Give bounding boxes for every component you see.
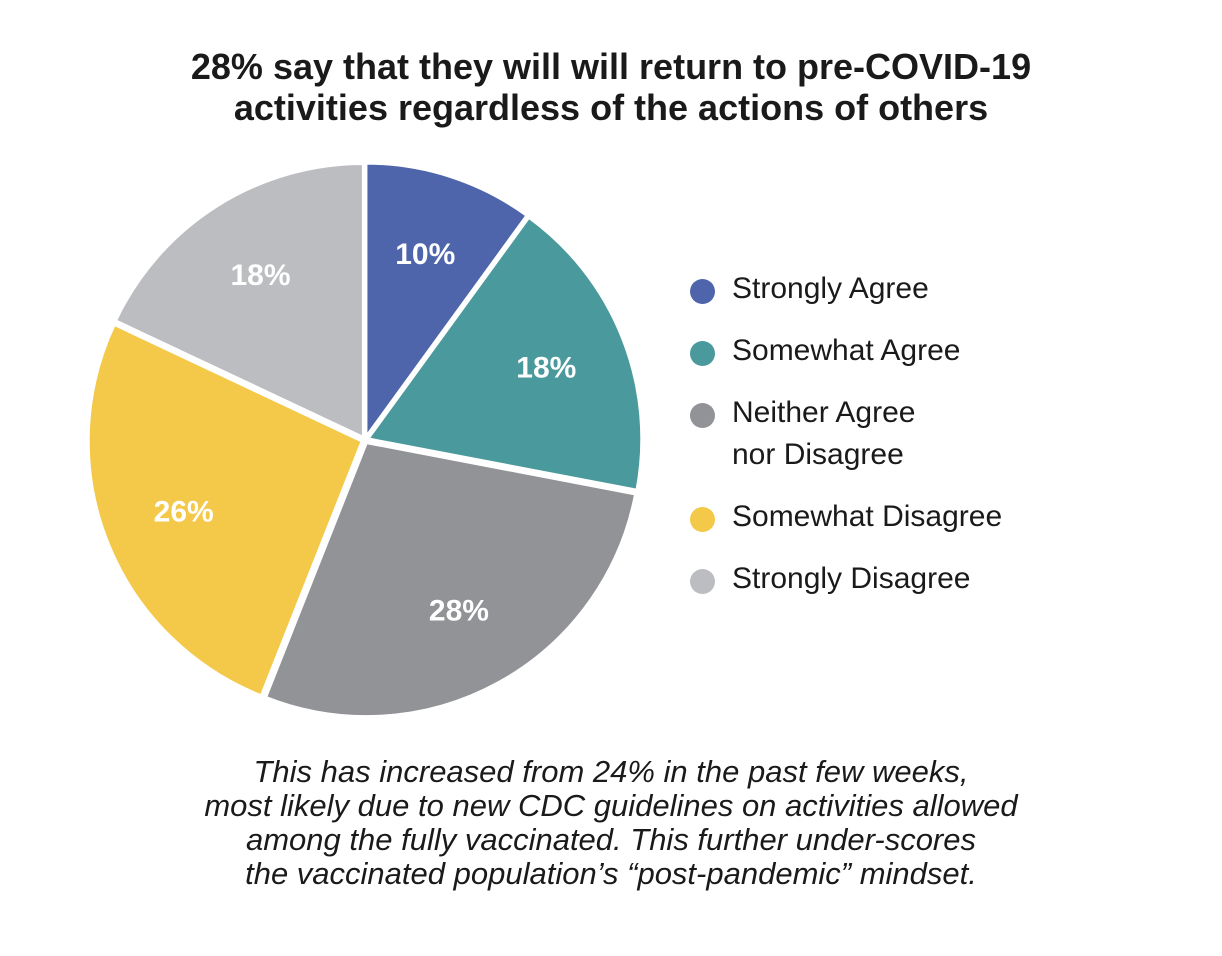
chart-title: 28% say that they will will return to pr…	[0, 46, 1222, 128]
legend-item-neither: Neither Agree nor Disagree	[690, 392, 1002, 476]
legend-swatch	[690, 507, 715, 532]
pie-slice-neither-agree-nor-disagree	[263, 440, 638, 719]
slice-label-neither-agree-nor-disagree: 28%	[429, 594, 489, 627]
chart-caption: This has increased from 24% in the past …	[0, 755, 1222, 891]
legend: Strongly Agree Somewhat Agree Neither Ag…	[690, 268, 1002, 620]
chart-title-line: 28% say that they will will return to pr…	[190, 46, 1032, 87]
pie-slice-strongly-agree	[364, 161, 530, 442]
legend-swatch	[690, 279, 715, 304]
slice-label-somewhat-disagree: 26%	[154, 495, 214, 528]
legend-label: Neither Agree	[732, 396, 916, 429]
pie-slice-somewhat-agree	[365, 215, 644, 492]
legend-item-strongly-agree: Strongly Agree	[690, 268, 1002, 310]
caption-line: among the fully vaccinated. This further…	[245, 822, 976, 857]
caption-line: This has increased from 24% in the past …	[253, 754, 969, 789]
legend-label: Strongly Agree	[732, 272, 929, 305]
legend-swatch	[690, 569, 715, 594]
pie-slice-strongly-disagree	[113, 161, 365, 440]
slice-label-somewhat-agree: 18%	[516, 352, 576, 385]
slice-label-strongly-disagree: 18%	[230, 259, 290, 292]
legend-label: Strongly Disagree	[732, 562, 971, 595]
legend-label: Somewhat Agree	[732, 334, 961, 367]
legend-swatch	[690, 403, 715, 428]
legend-item-strongly-disagree: Strongly Disagree	[690, 558, 1002, 600]
caption-line: most likely due to new CDC guidelines on…	[204, 788, 1018, 823]
legend-label: Somewhat Disagree	[732, 500, 1003, 533]
legend-item-somewhat-disagree: Somewhat Disagree	[690, 496, 1002, 538]
slice-label-strongly-agree: 10%	[395, 238, 455, 271]
legend-swatch	[690, 341, 715, 366]
legend-label: nor Disagree	[732, 438, 904, 471]
pie-chart: 10% 18% 28% 26% 18%	[86, 161, 644, 719]
caption-line: the vaccinated population’s “post-pandem…	[245, 856, 977, 891]
legend-item-somewhat-agree: Somewhat Agree	[690, 330, 1002, 372]
pie-slice-somewhat-disagree	[86, 322, 365, 698]
chart-title-line: activities regardless of the actions of …	[233, 87, 989, 128]
